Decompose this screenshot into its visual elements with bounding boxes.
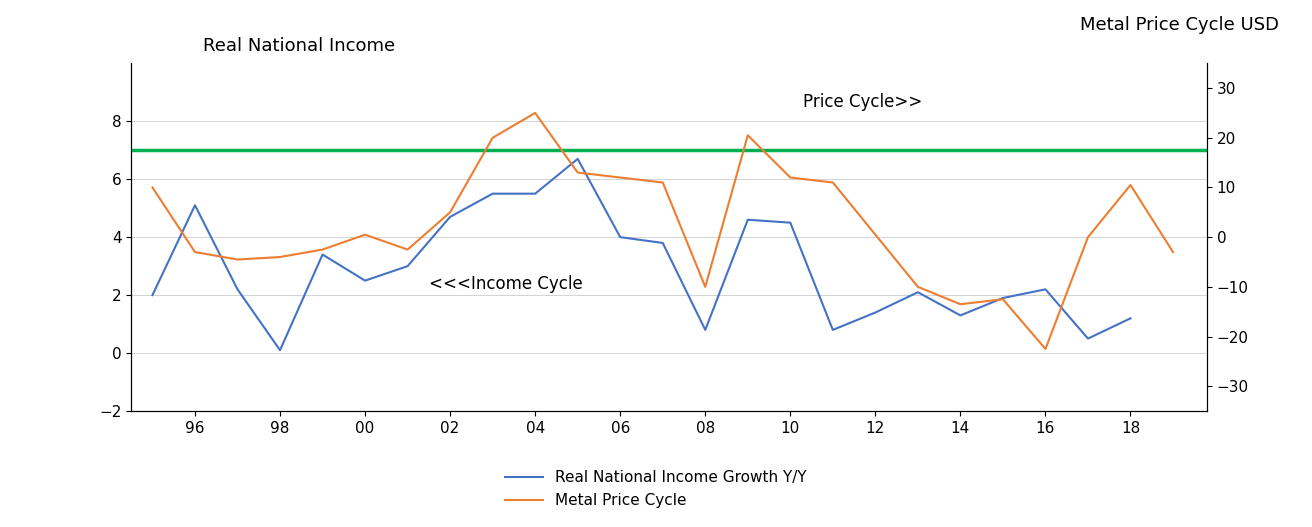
Real National Income Growth Y/Y bbox=[1123, 315, 1139, 321]
Real National Income Growth Y/Y bbox=[994, 295, 1010, 301]
Real National Income Growth Y/Y bbox=[144, 292, 160, 298]
Metal Price Cycle bbox=[357, 231, 373, 238]
Metal Price Cycle bbox=[144, 184, 160, 191]
Legend: Real National Income Growth Y/Y, Metal Price Cycle: Real National Income Growth Y/Y, Metal P… bbox=[499, 464, 813, 514]
Real National Income Growth Y/Y bbox=[272, 347, 287, 354]
Metal Price Cycle bbox=[994, 296, 1010, 302]
Metal Price Cycle bbox=[782, 174, 798, 181]
Real National Income Growth Y/Y bbox=[400, 263, 416, 269]
Text: Real National Income: Real National Income bbox=[203, 37, 395, 55]
Metal Price Cycle bbox=[569, 169, 585, 175]
Text: Metal Price Cycle USD: Metal Price Cycle USD bbox=[1080, 16, 1279, 34]
Metal Price Cycle bbox=[953, 301, 968, 307]
Metal Price Cycle bbox=[1080, 234, 1096, 240]
Real National Income Growth Y/Y bbox=[782, 219, 798, 226]
Real National Income Growth Y/Y bbox=[613, 234, 628, 240]
Real National Income Growth Y/Y bbox=[230, 286, 245, 292]
Metal Price Cycle bbox=[442, 209, 458, 216]
Real National Income Growth Y/Y bbox=[1080, 336, 1096, 342]
Metal Price Cycle bbox=[867, 231, 883, 238]
Real National Income Growth Y/Y bbox=[953, 312, 968, 318]
Metal Price Cycle bbox=[272, 254, 287, 260]
Metal Price Cycle bbox=[188, 249, 203, 255]
Metal Price Cycle bbox=[740, 132, 756, 139]
Metal Price Cycle bbox=[400, 247, 416, 253]
Real National Income Growth Y/Y bbox=[1038, 286, 1054, 292]
Metal Price Cycle bbox=[698, 284, 714, 290]
Line: Metal Price Cycle: Metal Price Cycle bbox=[152, 113, 1173, 349]
Real National Income Growth Y/Y bbox=[188, 202, 203, 209]
Real National Income Growth Y/Y bbox=[911, 289, 926, 295]
Real National Income Growth Y/Y bbox=[655, 240, 670, 246]
Metal Price Cycle bbox=[655, 179, 670, 186]
Real National Income Growth Y/Y bbox=[698, 327, 714, 333]
Metal Price Cycle bbox=[484, 134, 500, 141]
Metal Price Cycle bbox=[613, 174, 628, 181]
Text: <<<Income Cycle: <<<Income Cycle bbox=[429, 275, 583, 294]
Real National Income Growth Y/Y bbox=[867, 309, 883, 316]
Metal Price Cycle bbox=[1123, 182, 1139, 188]
Real National Income Growth Y/Y bbox=[315, 251, 331, 258]
Real National Income Growth Y/Y bbox=[825, 327, 841, 333]
Real National Income Growth Y/Y bbox=[569, 156, 585, 162]
Text: Price Cycle>>: Price Cycle>> bbox=[803, 93, 922, 111]
Metal Price Cycle bbox=[1165, 249, 1181, 255]
Real National Income Growth Y/Y bbox=[484, 191, 500, 197]
Metal Price Cycle bbox=[1038, 346, 1054, 352]
Metal Price Cycle bbox=[527, 110, 543, 116]
Metal Price Cycle bbox=[230, 256, 245, 262]
Real National Income Growth Y/Y bbox=[527, 191, 543, 197]
Metal Price Cycle bbox=[825, 179, 841, 186]
Real National Income Growth Y/Y bbox=[740, 217, 756, 223]
Line: Real National Income Growth Y/Y: Real National Income Growth Y/Y bbox=[152, 159, 1131, 350]
Real National Income Growth Y/Y bbox=[442, 214, 458, 220]
Metal Price Cycle bbox=[315, 247, 331, 253]
Metal Price Cycle bbox=[911, 284, 926, 290]
Real National Income Growth Y/Y bbox=[357, 277, 373, 284]
